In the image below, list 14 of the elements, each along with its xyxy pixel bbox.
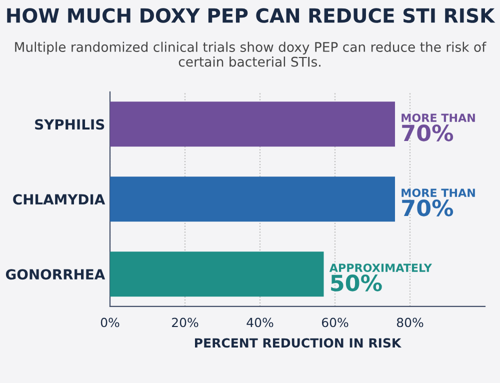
y-tick-label: SYPHILIS <box>35 119 104 130</box>
x-tick-label: 60% <box>322 318 348 328</box>
data-label: MORE THAN 70% <box>402 188 475 216</box>
x-tick-label: 20% <box>172 318 198 328</box>
x-tick-label: 80% <box>396 318 424 328</box>
y-tick-label: CHLAMYDIA <box>13 194 106 205</box>
x-tick-label: 0% <box>100 318 120 328</box>
chart-title: HOW MUCH DOXY PEP CAN REDUCE STI RISK <box>7 8 496 23</box>
x-axis-title: PERCENT REDUCTION IN RISK <box>195 338 402 348</box>
y-tick-label: GONORRHEA <box>6 269 106 280</box>
data-label: APPROXIMATELY 50% <box>329 264 432 292</box>
data-label: MORE THAN 70% <box>402 114 475 142</box>
chart-subtitle: Multiple randomized clinical trials show doxy PEP can reduce the risk of certain bacterial STIs. <box>15 42 486 67</box>
x-tick-label: 40% <box>246 318 274 328</box>
